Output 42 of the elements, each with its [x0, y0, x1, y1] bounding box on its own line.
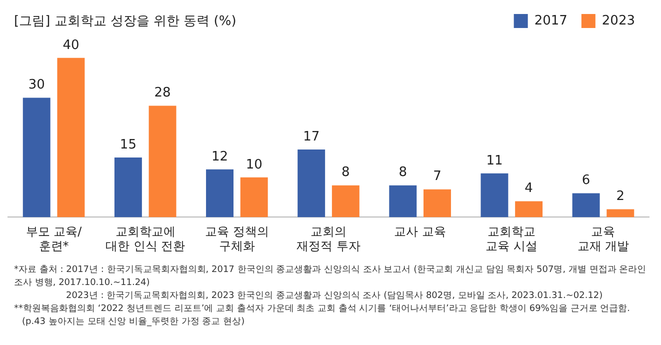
data-label: 12: [211, 149, 228, 164]
bar: [424, 189, 451, 218]
bar: [480, 173, 508, 218]
bar: [515, 201, 543, 218]
x-tick-label: 교회의 재정적 투자: [296, 224, 360, 253]
legend-label: 2023: [602, 13, 636, 28]
bar: [572, 193, 600, 218]
legend-label: 2017: [534, 13, 568, 28]
bar: [606, 209, 634, 218]
bar: [389, 185, 417, 218]
x-tick-label: 교육 정책의 구체화: [205, 224, 269, 253]
data-label: 28: [154, 86, 171, 101]
data-label: 4: [524, 181, 533, 196]
data-label: 15: [120, 137, 136, 152]
x-tick-label: 교회학교 교육 시설: [486, 224, 538, 253]
bar: [240, 177, 268, 218]
bar: [57, 58, 85, 218]
text: 2023년 : 한국기독교목회자협의회, 2023 한국인의 종교생활과 신앙의식 조사 (담임목사 802명, 모바일 조사, 2023.01.31.~02.12): [65, 290, 604, 303]
bar: [114, 157, 142, 218]
data-label: 40: [62, 38, 80, 53]
bar: [206, 169, 234, 218]
text: (p.43 높아지는 모태 신앙 비율_뚜렷한 가정 종교 현상): [21, 316, 246, 329]
bar: [148, 106, 176, 218]
bar: [298, 150, 326, 218]
text: *자료 출처 : 2017년 : 한국기독교목회자협의회, 2017 한국인의 종교생활과 신앙의식 조사 보고서 (한국교회 개신교 담임 목회자 507명, 개별 면접과 온라인 조사 병행, 2017.10.10.~11.24): [14, 264, 648, 290]
data-label: 2: [616, 189, 625, 204]
data-label: 6: [582, 173, 590, 188]
x-tick-label: 교육 교재 개발: [577, 224, 630, 253]
data-label: 11: [486, 153, 503, 168]
data-label: 10: [246, 157, 262, 172]
bar: [22, 98, 50, 218]
x-tick-label: 교사 교육: [394, 224, 446, 239]
chart-title: [그림] 교회학교 성장을 위한 동력 (%): [14, 13, 236, 30]
data-label: 17: [303, 129, 320, 144]
bar: [332, 185, 360, 218]
data-label: 30: [28, 78, 45, 93]
x-tick-label: 교회학교에 대한 인식 전환: [106, 224, 186, 253]
data-label: 7: [433, 169, 442, 184]
text: **학원복음화협의회 ‘2022 청년트렌드 리포트’에 교회 출석자 가운데 최초 교회 출석 시기를 ‘태어나서부터’라고 응답한 학생이 69%임을 근거로 언급함.: [14, 303, 631, 316]
x-tick-label: 부모 교육/ 훈련*: [26, 224, 83, 253]
data-label: 8: [398, 165, 408, 180]
data-label: 8: [342, 165, 350, 180]
